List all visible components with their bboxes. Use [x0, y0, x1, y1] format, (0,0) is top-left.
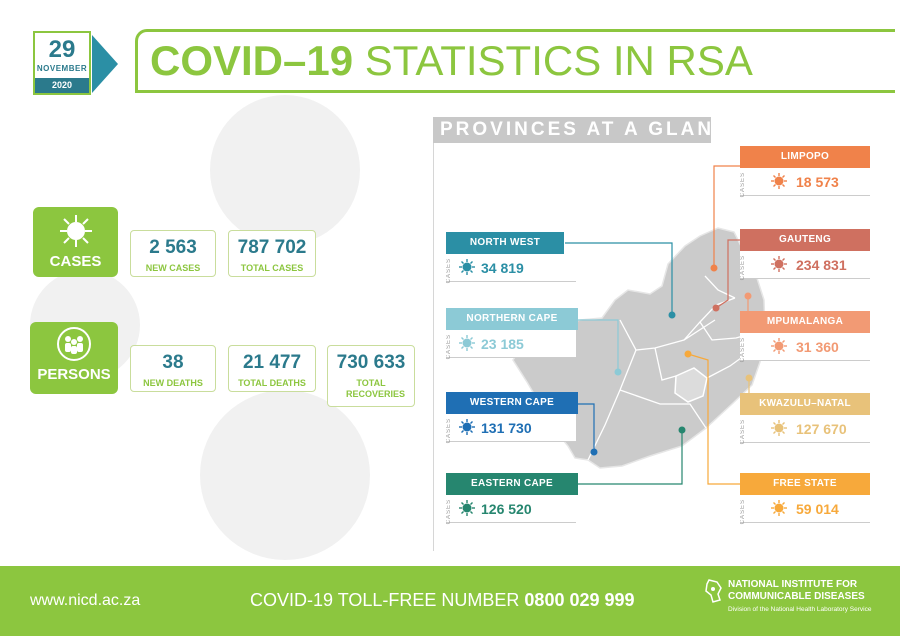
- province-card-north-west: NORTH WEST CASES 34 819: [446, 232, 576, 284]
- province-value: 18 573: [796, 174, 839, 190]
- date-year: 2020: [35, 78, 89, 93]
- cases-tag: CASES: [446, 418, 452, 444]
- province-value: 23 185: [481, 336, 524, 352]
- virus-icon: [771, 256, 787, 272]
- province-card-kwazulu-natal: KWAZULU–NATAL CASES 127 670: [740, 393, 870, 445]
- virus-icon: [771, 338, 787, 354]
- cases-badge: CASES: [33, 207, 118, 277]
- persons-label: PERSONS: [37, 366, 111, 383]
- province-name: MPUMALANGA: [740, 311, 870, 333]
- new-cases-box: 2 563 NEW CASES: [130, 230, 216, 277]
- province-name: GAUTENG: [740, 229, 870, 251]
- toll-free-label: COVID-19 TOLL-FREE NUMBER: [250, 590, 520, 610]
- province-body: CASES 34 819: [446, 254, 576, 284]
- title-frame: [135, 29, 895, 93]
- cases-tag: CASES: [740, 499, 746, 525]
- new-deaths-box: 38 NEW DEATHS: [130, 345, 216, 392]
- total-cases-box: 787 702 TOTAL CASES: [228, 230, 316, 277]
- total-deaths-label: TOTAL DEATHS: [238, 378, 306, 388]
- virus-icon: [771, 500, 787, 516]
- province-body: CASES 59 014: [740, 495, 870, 525]
- date-day: 29: [48, 36, 76, 63]
- province-card-free-state: FREE STATE CASES 59 014: [740, 473, 870, 525]
- org-name: NATIONAL INSTITUTE FOR COMMUNICABLE DISE…: [728, 579, 865, 602]
- cases-tag: CASES: [740, 255, 746, 281]
- website-link[interactable]: www.nicd.ac.za: [30, 592, 141, 609]
- province-value: 59 014: [796, 501, 839, 517]
- province-card-gauteng: GAUTENG CASES 234 831: [740, 229, 870, 281]
- title-bold: COVID–19: [150, 37, 354, 84]
- province-card-eastern-cape: EASTERN CAPE CASES 126 520: [446, 473, 578, 525]
- province-name: WESTERN CAPE: [446, 392, 578, 414]
- virus-icon: [459, 419, 475, 435]
- province-card-western-cape: WESTERN CAPE CASES 131 730: [446, 392, 578, 444]
- province-body: CASES 18 573: [740, 168, 870, 198]
- province-name: EASTERN CAPE: [446, 473, 578, 495]
- province-name: NORTH WEST: [446, 232, 564, 254]
- total-deaths-value: 21 477: [242, 352, 302, 373]
- new-cases-value: 2 563: [149, 237, 197, 258]
- province-name: FREE STATE: [740, 473, 870, 495]
- cases-tag: CASES: [446, 499, 452, 525]
- background-virus-decoration: [210, 95, 360, 245]
- total-cases-value: 787 702: [237, 237, 307, 258]
- province-value: 34 819: [481, 260, 524, 276]
- province-card-mpumalanga: MPUMALANGA CASES 31 360: [740, 311, 870, 363]
- date-badge: 29 NOVEMBER 2020: [33, 31, 91, 95]
- people-icon: [57, 327, 91, 361]
- cases-label: CASES: [49, 253, 102, 270]
- total-recoveries-box: 730 633 TOTAL RECOVERIES: [327, 345, 415, 407]
- cases-tag: CASES: [740, 419, 746, 445]
- total-deaths-box: 21 477 TOTAL DEATHS: [228, 345, 316, 392]
- provinces-title: PROVINCES AT A GLANCE: [440, 119, 747, 140]
- province-body: CASES 234 831: [740, 251, 870, 281]
- virus-icon: [459, 500, 475, 516]
- provinces-panel: [433, 143, 870, 551]
- cases-tag: CASES: [740, 337, 746, 363]
- province-value: 234 831: [796, 257, 847, 273]
- cases-tag: CASES: [446, 334, 452, 360]
- province-value: 127 670: [796, 421, 847, 437]
- toll-free-number: 0800 029 999: [524, 590, 635, 610]
- arrow-right-icon: [92, 35, 118, 93]
- footer: www.nicd.ac.za COVID-19 TOLL-FREE NUMBER…: [0, 566, 900, 636]
- province-body: CASES 31 360: [740, 333, 870, 363]
- cases-tag: CASES: [740, 172, 746, 198]
- nicd-logo-icon: [705, 579, 722, 603]
- page-title: COVID–19 STATISTICS IN RSA: [150, 37, 753, 85]
- province-body: CASES 126 520: [446, 495, 576, 525]
- province-body: CASES 131 730: [446, 414, 576, 444]
- virus-icon: [59, 215, 92, 247]
- total-recoveries-label: TOTAL RECOVERIES: [346, 378, 406, 399]
- date-month: NOVEMBER: [36, 64, 88, 73]
- total-recoveries-value: 730 633: [336, 352, 406, 373]
- new-deaths-label: NEW DEATHS: [143, 378, 203, 388]
- persons-badge: PERSONS: [30, 322, 118, 394]
- province-body: CASES 23 185: [446, 330, 576, 360]
- province-value: 126 520: [481, 501, 532, 517]
- province-value: 131 730: [481, 420, 532, 436]
- province-card-limpopo: LIMPOPO CASES 18 573: [740, 146, 870, 198]
- province-name: KWAZULU–NATAL: [740, 393, 870, 415]
- background-virus-decoration: [200, 390, 370, 560]
- provinces-title-bar: [433, 117, 711, 143]
- province-value: 31 360: [796, 339, 839, 355]
- virus-icon: [771, 420, 787, 436]
- virus-icon: [459, 259, 475, 275]
- province-name: NORTHERN CAPE: [446, 308, 578, 330]
- total-cases-label: TOTAL CASES: [240, 263, 304, 273]
- province-name: LIMPOPO: [740, 146, 870, 168]
- virus-icon: [771, 173, 787, 189]
- cases-tag: CASES: [446, 258, 452, 284]
- toll-free-line: COVID-19 TOLL-FREE NUMBER 0800 029 999: [250, 590, 635, 611]
- new-cases-label: NEW CASES: [145, 263, 201, 273]
- virus-icon: [459, 335, 475, 351]
- province-card-northern-cape: NORTHERN CAPE CASES 23 185: [446, 308, 578, 360]
- province-body: CASES 127 670: [740, 415, 870, 445]
- title-light: STATISTICS IN RSA: [364, 37, 753, 84]
- new-deaths-value: 38: [162, 352, 184, 373]
- org-subtitle: Division of the National Health Laborato…: [728, 606, 872, 613]
